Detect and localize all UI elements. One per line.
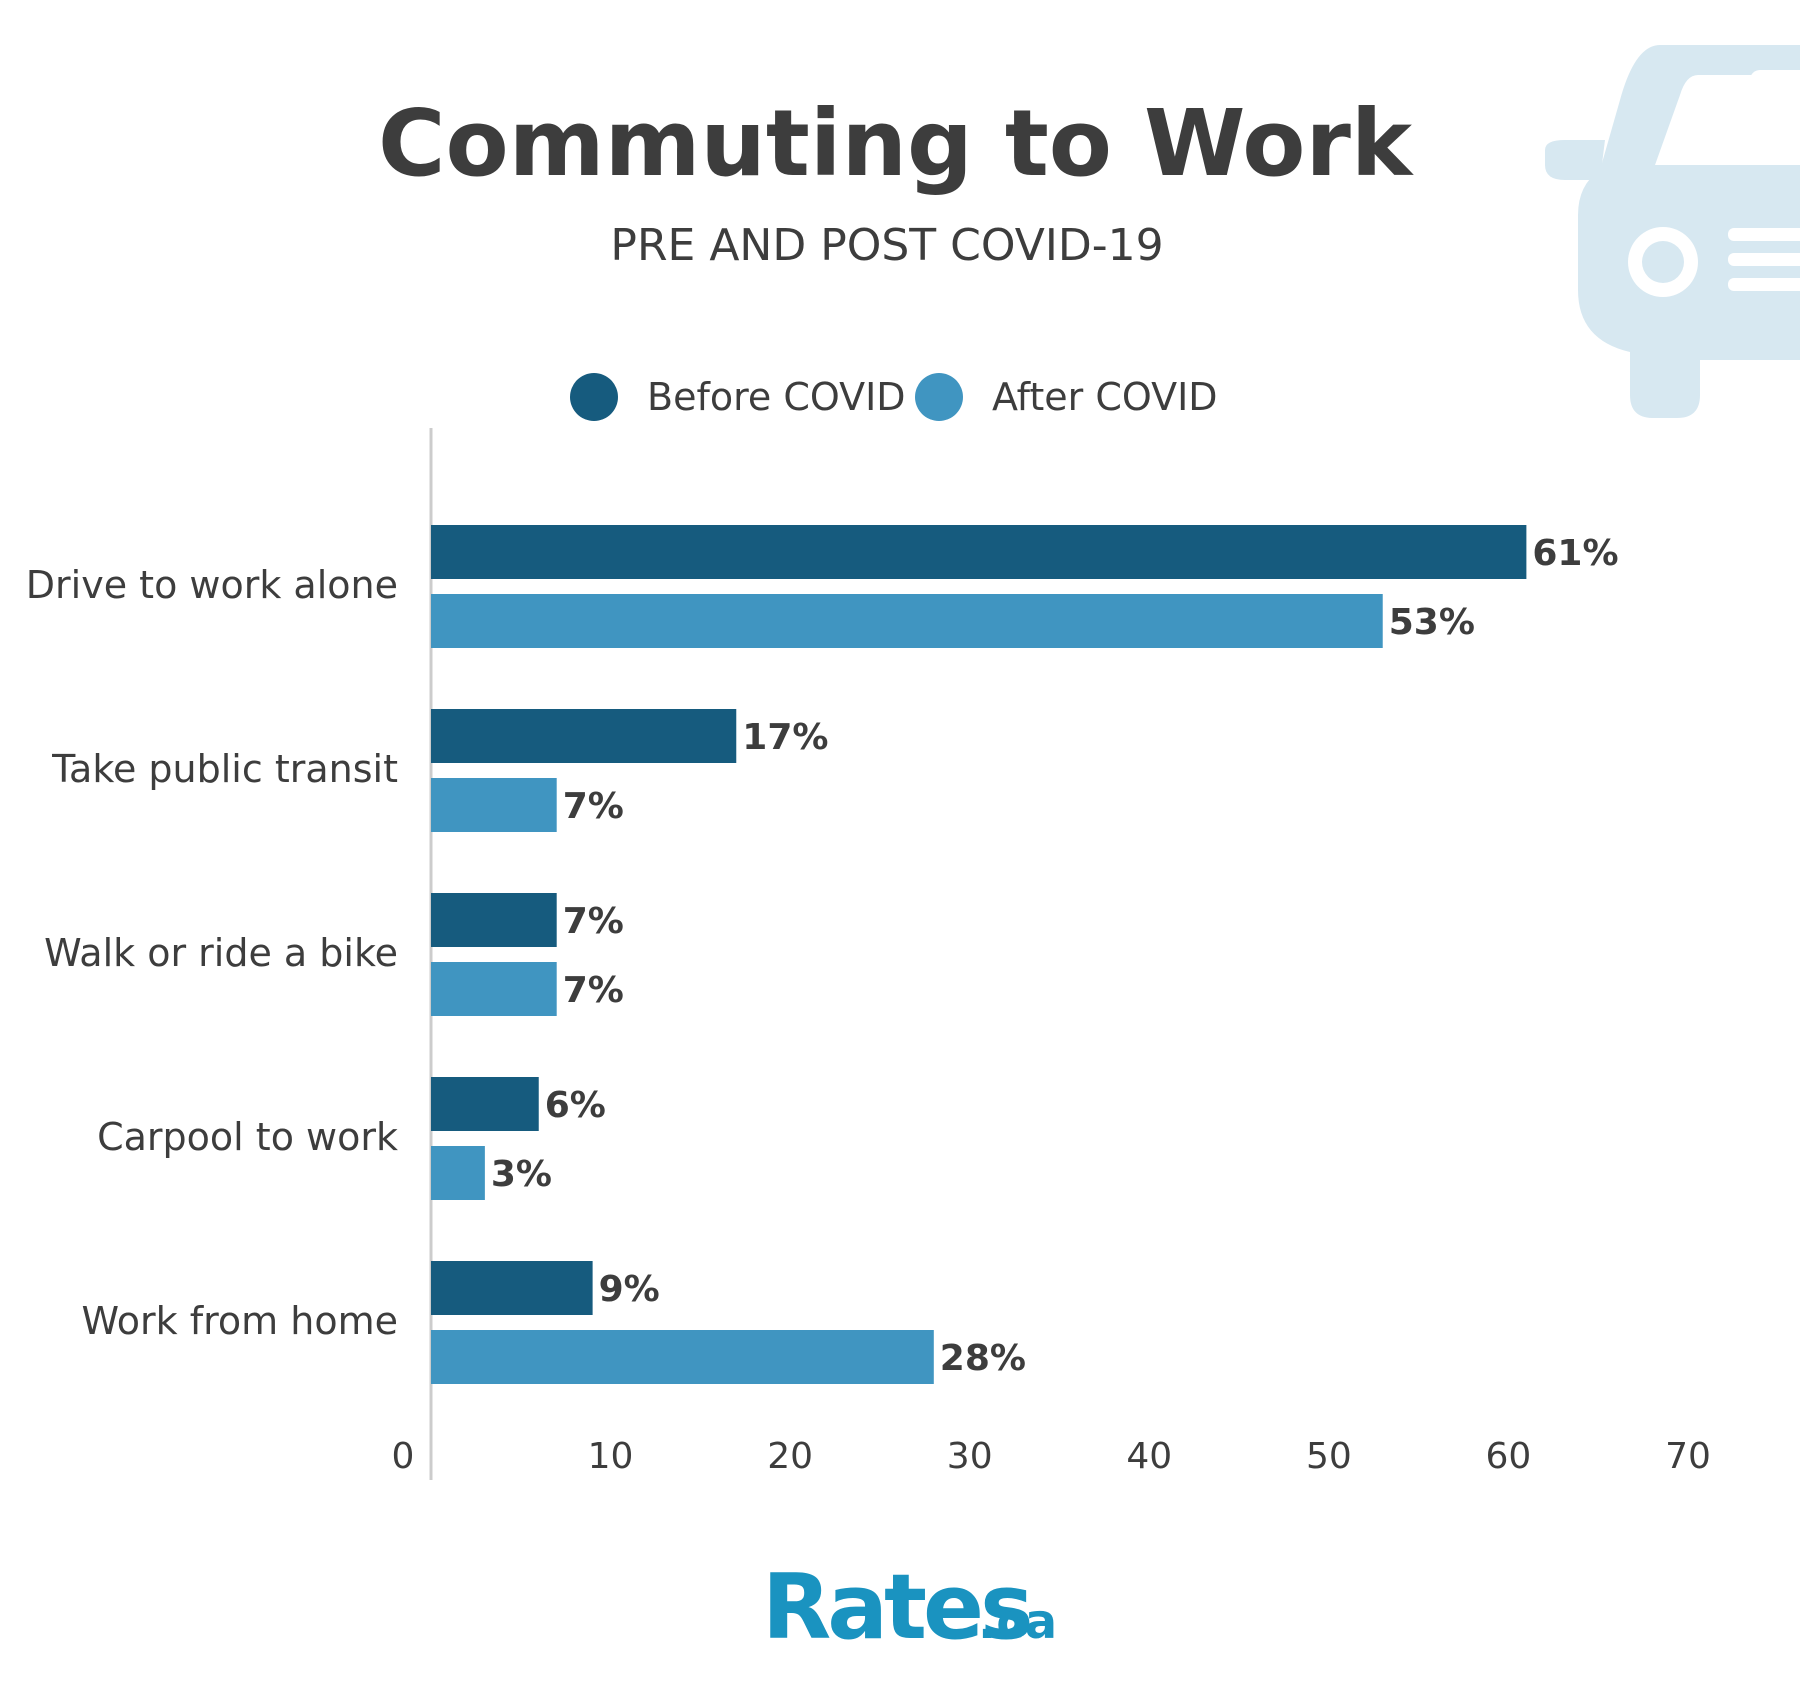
legend: Before COVID After COVID xyxy=(570,373,1218,421)
bar-after-covid xyxy=(431,962,557,1016)
bar-after-covid xyxy=(431,594,1383,648)
page-subtitle: PRE AND POST COVID-19 xyxy=(610,220,1163,271)
data-label: 9% xyxy=(599,1269,660,1310)
x-tick-label: 20 xyxy=(767,1436,813,1477)
data-label: 7% xyxy=(563,901,624,942)
data-label: 17% xyxy=(742,717,828,758)
x-tick-label: 70 xyxy=(1665,1436,1711,1477)
category-label: Walk or ride a bike xyxy=(44,931,398,975)
data-label: 3% xyxy=(491,1154,552,1195)
category-label: Carpool to work xyxy=(97,1115,398,1159)
data-label: 61% xyxy=(1532,533,1618,574)
logo: Rates .ca xyxy=(762,1555,1057,1660)
category-label: Take public transit xyxy=(51,747,398,791)
data-label: 7% xyxy=(563,970,624,1011)
bar-after-covid xyxy=(431,1330,934,1384)
page-title: Commuting to Work xyxy=(378,90,1414,197)
x-tick-label: 0 xyxy=(392,1436,415,1477)
x-tick-label: 30 xyxy=(947,1436,993,1477)
legend-label-after: After COVID xyxy=(992,375,1218,419)
x-tick-label: 60 xyxy=(1486,1436,1532,1477)
x-tick-label: 40 xyxy=(1126,1436,1172,1477)
car-icon xyxy=(1545,45,1800,418)
bar-before-covid xyxy=(431,893,557,947)
bar-before-covid xyxy=(431,1261,593,1315)
bar-before-covid xyxy=(431,1077,539,1131)
x-tick-label: 10 xyxy=(588,1436,634,1477)
legend-swatch-before xyxy=(570,373,618,421)
legend-label-before: Before COVID xyxy=(647,375,906,419)
category-label: Work from home xyxy=(81,1299,398,1343)
plot-area: 0 10 20 30 40 50 60 70 Drive to work alone 61% 53%… xyxy=(26,428,1711,1480)
category-label: Drive to work alone xyxy=(26,563,398,607)
logo-extension: .ca xyxy=(978,1594,1057,1650)
logo-text: Rates xyxy=(762,1555,1030,1660)
bar-before-covid xyxy=(431,709,737,763)
data-label: 53% xyxy=(1389,602,1475,643)
data-label: 7% xyxy=(563,786,624,827)
bar-after-covid xyxy=(431,1146,485,1200)
legend-swatch-after xyxy=(915,373,963,421)
bar-before-covid xyxy=(431,525,1527,579)
data-label: 6% xyxy=(545,1085,606,1126)
x-tick-label: 50 xyxy=(1306,1436,1352,1477)
data-label: 28% xyxy=(940,1338,1026,1379)
bar-after-covid xyxy=(431,778,557,832)
